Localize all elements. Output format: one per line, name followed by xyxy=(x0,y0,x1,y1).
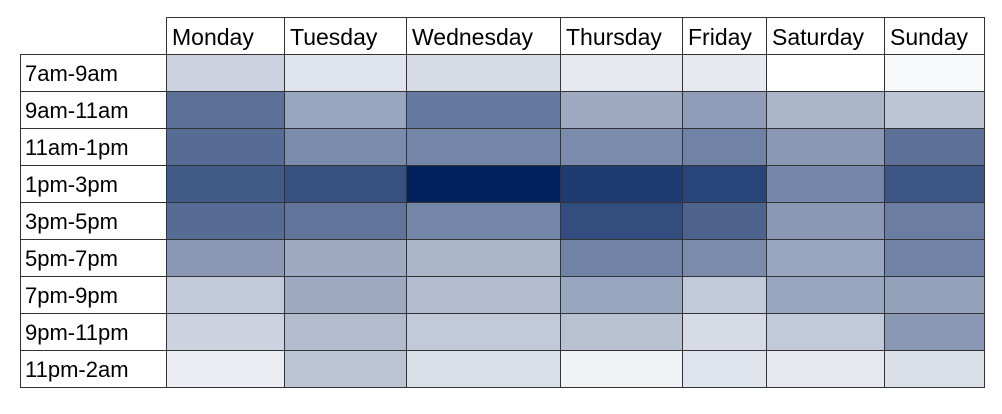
row-label: 7pm-9pm xyxy=(20,276,167,314)
heatmap-cell xyxy=(406,165,561,203)
heatmap-cell xyxy=(166,276,285,314)
heatmap-cell xyxy=(406,313,561,351)
heatmap-cell xyxy=(884,165,985,203)
heatmap-cell xyxy=(560,350,683,388)
heatmap-cell xyxy=(284,128,407,166)
heatmap-cell xyxy=(884,91,985,129)
heatmap-cell xyxy=(406,128,561,166)
heatmap-cell xyxy=(560,54,683,92)
heatmap-cell xyxy=(560,239,683,277)
column-header: Thursday xyxy=(560,17,683,55)
heatmap-cell xyxy=(682,202,767,240)
heatmap-cell xyxy=(284,91,407,129)
heatmap-cell xyxy=(406,54,561,92)
heatmap-cell xyxy=(166,165,285,203)
heatmap-cell xyxy=(884,313,985,351)
heatmap-cell xyxy=(682,313,767,351)
heatmap-cell xyxy=(284,54,407,92)
heatmap-cell xyxy=(560,165,683,203)
heatmap-cell xyxy=(766,239,885,277)
row-label: 9pm-11pm xyxy=(20,313,167,351)
heatmap-cell xyxy=(166,128,285,166)
column-header: Sunday xyxy=(884,17,985,55)
heatmap-cell xyxy=(560,202,683,240)
heatmap-cell xyxy=(284,202,407,240)
heatmap-cell xyxy=(406,202,561,240)
heatmap-cell xyxy=(766,313,885,351)
heatmap-cell xyxy=(560,276,683,314)
heatmap-cell xyxy=(766,276,885,314)
heatmap-cell xyxy=(560,313,683,351)
heatmap-cell xyxy=(166,54,285,92)
heatmap-cell xyxy=(166,350,285,388)
heatmap-cell xyxy=(766,165,885,203)
heatmap-cell xyxy=(766,128,885,166)
heatmap-cell xyxy=(166,91,285,129)
heatmap-cell xyxy=(284,313,407,351)
heatmap-cell xyxy=(284,239,407,277)
column-header: Monday xyxy=(166,17,285,55)
row-label: 3pm-5pm xyxy=(20,202,167,240)
row-label: 11am-1pm xyxy=(20,128,167,166)
column-header: Saturday xyxy=(766,17,885,55)
row-label: 1pm-3pm xyxy=(20,165,167,203)
heatmap-cell xyxy=(682,239,767,277)
heatmap-cell xyxy=(884,128,985,166)
heatmap-cell xyxy=(284,350,407,388)
heatmap-cell xyxy=(166,202,285,240)
heatmap-cell xyxy=(166,239,285,277)
column-header: Wednesday xyxy=(406,17,561,55)
row-label: 11pm-2am xyxy=(20,350,167,388)
heatmap-cell xyxy=(284,165,407,203)
heatmap-cell xyxy=(682,165,767,203)
heatmap-cell xyxy=(284,276,407,314)
column-header: Friday xyxy=(682,17,767,55)
heatmap-cell xyxy=(406,91,561,129)
heatmap-cell xyxy=(682,54,767,92)
heatmap-cell xyxy=(884,202,985,240)
row-label: 7am-9am xyxy=(20,54,167,92)
row-label: 5pm-7pm xyxy=(20,239,167,277)
heatmap-cell xyxy=(884,239,985,277)
column-header: Tuesday xyxy=(284,17,407,55)
heatmap-cell xyxy=(682,350,767,388)
heatmap-cell xyxy=(682,128,767,166)
heatmap-cell xyxy=(560,128,683,166)
heatmap-cell xyxy=(766,202,885,240)
heatmap-cell xyxy=(406,276,561,314)
heatmap-cell xyxy=(406,239,561,277)
heatmap-cell xyxy=(766,54,885,92)
heatmap-cell xyxy=(884,54,985,92)
heatmap-cell xyxy=(884,276,985,314)
row-label: 9am-11am xyxy=(20,91,167,129)
heatmap-cell xyxy=(766,350,885,388)
heatmap-cell xyxy=(884,350,985,388)
heatmap-cell xyxy=(406,350,561,388)
heatmap-cell xyxy=(682,276,767,314)
heatmap-cell xyxy=(682,91,767,129)
heatmap-cell xyxy=(166,313,285,351)
heatmap-chart: Monday Tuesday Wednesday Thursday Friday Satu… xyxy=(20,17,985,388)
heatmap-cell xyxy=(766,91,885,129)
heatmap-cell xyxy=(560,91,683,129)
